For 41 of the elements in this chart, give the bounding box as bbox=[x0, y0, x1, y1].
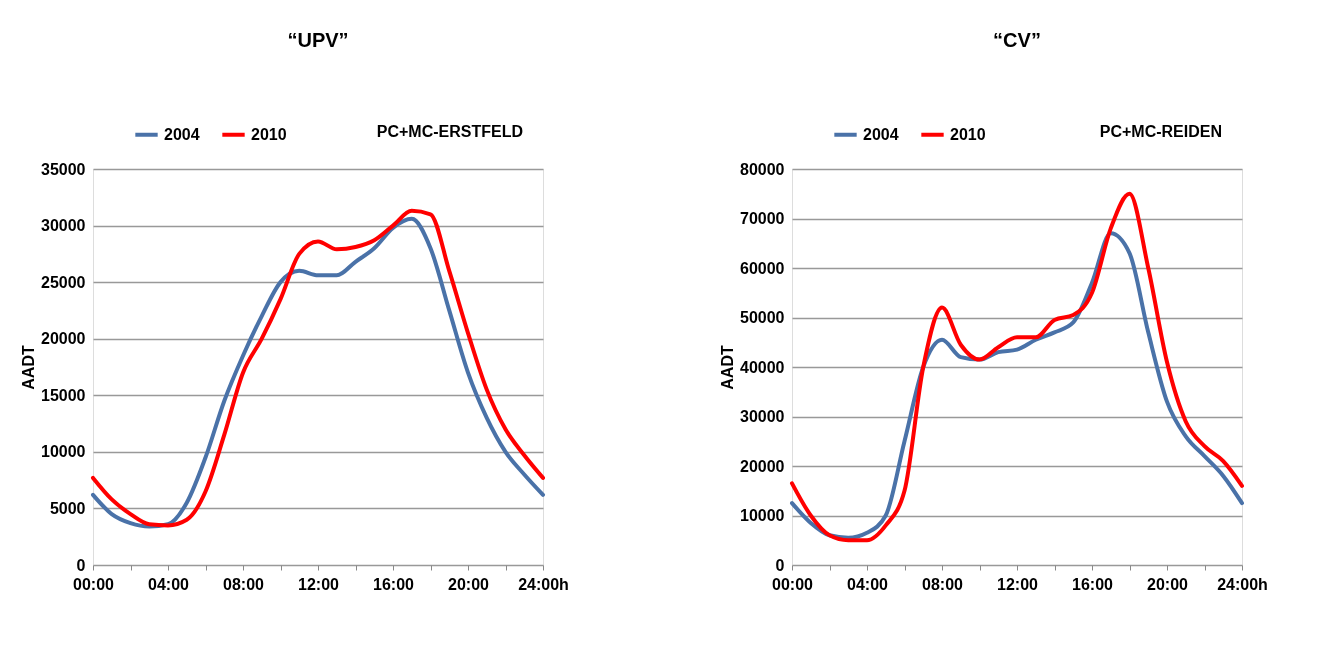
x-tick-label: 16:00 bbox=[1072, 575, 1114, 593]
y-tick-label: 30000 bbox=[740, 408, 785, 425]
legend-label: 2010 bbox=[251, 125, 287, 143]
legend-label: 2004 bbox=[863, 125, 899, 143]
x-tick-label: 12:00 bbox=[997, 575, 1039, 593]
x-tick-label: 08:00 bbox=[922, 575, 964, 593]
y-tick-label: 35000 bbox=[41, 160, 86, 178]
x-tick-label: 12:00 bbox=[298, 575, 340, 593]
x-tick-label: 24:00h bbox=[518, 575, 569, 593]
y-axis-title: AADT bbox=[20, 345, 38, 390]
x-tick-label: 00:00 bbox=[772, 575, 814, 593]
chart-title: “UPV” bbox=[287, 29, 349, 51]
y-tick-label: 60000 bbox=[740, 259, 785, 277]
chart-title: “CV” bbox=[993, 29, 1041, 51]
y-tick-label: 10000 bbox=[740, 507, 785, 524]
y-tick-label: 0 bbox=[76, 556, 86, 574]
x-tick-label: 24:00h bbox=[1217, 575, 1268, 593]
y-tick-label: 40000 bbox=[740, 358, 785, 376]
x-tick-label: 04:00 bbox=[148, 575, 190, 593]
y-tick-label: 0 bbox=[775, 556, 785, 574]
text: PC+MC-ERSTFELD bbox=[376, 123, 523, 140]
y-tick-label: 20000 bbox=[740, 457, 785, 475]
x-tick-label: 00:00 bbox=[73, 575, 115, 593]
text: PC+MC-REIDEN bbox=[1099, 123, 1222, 140]
x-tick-label: 16:00 bbox=[373, 575, 415, 593]
x-tick-label: 04:00 bbox=[847, 575, 889, 593]
y-tick-label: 10000 bbox=[41, 443, 86, 461]
legend-label: 2004 bbox=[164, 125, 200, 143]
y-axis-title: AADT bbox=[719, 345, 737, 390]
y-tick-label: 15000 bbox=[41, 386, 86, 404]
y-tick-label: 25000 bbox=[41, 273, 86, 291]
x-tick-label: 20:00 bbox=[448, 575, 490, 593]
y-tick-label: 20000 bbox=[41, 330, 86, 348]
y-tick-label: 5000 bbox=[49, 499, 86, 517]
legend-label: 2010 bbox=[950, 125, 986, 143]
y-tick-label: 80000 bbox=[740, 160, 785, 178]
y-tick-label: 70000 bbox=[740, 210, 785, 227]
x-tick-label: 20:00 bbox=[1147, 575, 1189, 593]
y-tick-label: 50000 bbox=[740, 309, 785, 326]
x-tick-label: 08:00 bbox=[223, 575, 265, 593]
y-tick-label: 30000 bbox=[41, 217, 86, 235]
